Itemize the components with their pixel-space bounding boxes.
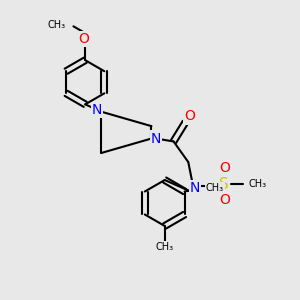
Text: O: O	[78, 32, 89, 46]
Text: CH₃: CH₃	[156, 242, 174, 252]
Text: CH₃: CH₃	[249, 179, 267, 189]
Text: O: O	[219, 193, 230, 207]
Text: O: O	[184, 110, 195, 123]
Text: S: S	[219, 177, 229, 192]
Text: O: O	[219, 161, 230, 175]
Text: CH₃: CH₃	[48, 20, 66, 30]
Text: N: N	[92, 103, 102, 117]
Text: N: N	[151, 131, 161, 146]
Text: CH₃: CH₃	[206, 183, 224, 193]
Text: N: N	[190, 181, 200, 195]
